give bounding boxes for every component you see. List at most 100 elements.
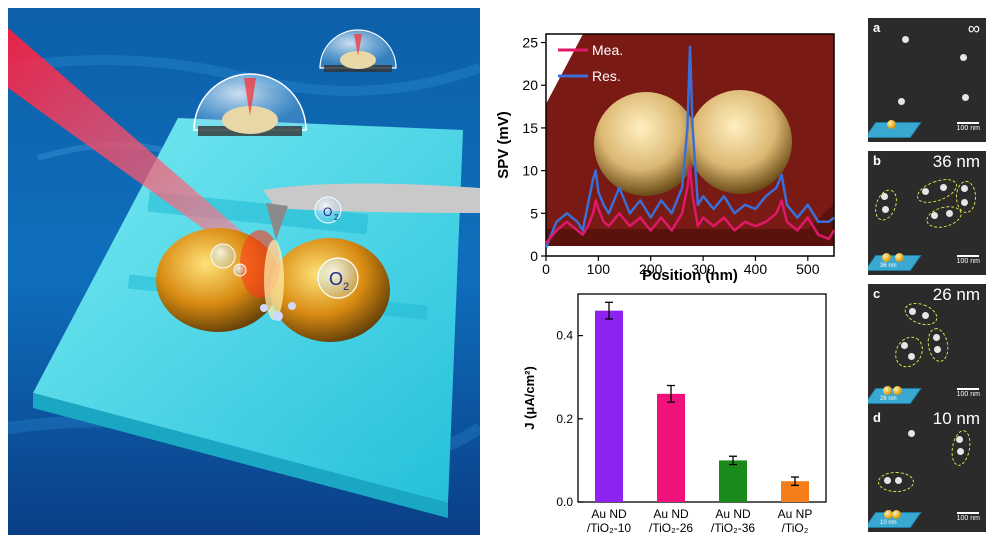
nanoparticle: [922, 188, 929, 195]
nanoparticle: [956, 436, 963, 443]
sem-panel-c: c 26 nm 100 nm 26 nm: [868, 284, 986, 408]
y-axis-label: SPV (mV): [495, 111, 512, 179]
gap-size-label: 36 nm: [932, 152, 980, 171]
sem-panel-a: a ∞ 100 nm: [868, 18, 986, 142]
y-tick-label: 20: [522, 77, 538, 93]
x-tick-label: 200: [639, 261, 663, 277]
nanoparticle: [902, 36, 909, 43]
scale-bar: 100 nm: [957, 122, 980, 132]
x-tick-label: 400: [744, 261, 768, 277]
x-tick-label: 300: [691, 261, 715, 277]
nanoparticle: [898, 98, 905, 105]
nanoparticle: [882, 206, 889, 213]
scale-bar: 100 nm: [957, 255, 980, 265]
y-axis-label: J (μA/cm²): [522, 366, 537, 430]
laser-beam: [8, 28, 270, 268]
spv-chart-svg: 0 100 200 300 400 500 0 5 10 15 20 25 Mea. Res. Pos…: [495, 33, 836, 284]
x-tick-label: /TiO₂-36: [711, 521, 756, 535]
y-tick-label: 10: [522, 163, 538, 179]
gap-size-label: 10 nm: [932, 409, 980, 428]
afm-cantilever: [263, 183, 480, 213]
nanoparticle: [908, 353, 915, 360]
y-tick-label: 15: [522, 120, 538, 136]
dimer-inset: 26 nm: [868, 384, 922, 406]
dimer-inset: 10 nm: [868, 508, 922, 530]
o2-bubble-small: [314, 196, 342, 224]
x-tick-label: 500: [796, 261, 820, 277]
x-axis-label: Position (nm): [642, 267, 738, 284]
x-tick-label: Au ND: [653, 507, 689, 521]
x-tick-label: 100: [587, 261, 611, 277]
gap-size-label: 26 nm: [932, 285, 980, 304]
hotspot-glow: [264, 240, 284, 320]
scale-bar: 100 nm: [957, 512, 980, 522]
legend-label-mea: Mea.: [592, 42, 623, 58]
x-tick-label: Au ND: [591, 507, 627, 521]
schematic-illustration: O 2 O 2: [8, 8, 480, 535]
gap-size-label: ∞: [967, 19, 980, 38]
panel-label: c: [873, 286, 881, 301]
sem-panel-d: d 10 nm 100 nm 10 nm: [868, 408, 986, 532]
dimer-inset: 36 nm: [868, 251, 922, 273]
series-line-res: [544, 45, 835, 248]
nanoparticle: [933, 334, 940, 341]
x-tick-label: /TiO₂: [782, 521, 809, 535]
sem-panel-b: b 36 nm 100 nm 36 nm: [868, 151, 986, 275]
plot-frame: [545, 33, 835, 257]
afm-tip: [266, 203, 288, 240]
svg-text:2: 2: [334, 213, 339, 222]
nanoparticle: [961, 199, 968, 206]
panel-label: b: [873, 153, 881, 168]
x-tick-label: Au NP: [778, 507, 813, 521]
x-tick-label: 0: [542, 261, 550, 277]
inset-bubble-small: [319, 29, 397, 72]
nanoparticle: [957, 448, 964, 455]
bar: [595, 310, 623, 502]
nanoparticle: [946, 210, 953, 217]
scale-bar: 100 nm: [957, 388, 980, 398]
nanoparticle: [931, 212, 938, 219]
nanoparticle: [962, 94, 969, 101]
x-tick-label: /TiO₂-26: [649, 521, 694, 535]
panel-label: a: [873, 20, 881, 35]
spv-line-chart: 0 100 200 300 400 500 0 5 10 15 20 25 Mea. Res. Pos…: [488, 14, 838, 289]
nanoparticle: [960, 54, 967, 61]
illustration-art: O 2 O 2: [8, 8, 480, 535]
nanoparticle: [961, 185, 968, 192]
x-tick-label: Au ND: [715, 507, 751, 521]
nanoparticle: [884, 477, 891, 484]
series-line-mea: [545, 165, 836, 244]
current-density-bar-chart: 0.0 0.2 0.4 Au ND/TiO₂-10 Au ND/TiO₂-26 Au ND…: [508, 288, 838, 553]
nanoparticle: [901, 342, 908, 349]
nanoparticle: [881, 193, 888, 200]
y-tick-label: 5: [530, 205, 538, 221]
o2-label-large: O: [329, 269, 343, 289]
nanoparticle: [909, 308, 916, 315]
gold-dome-left: [594, 92, 698, 196]
bar: [657, 393, 685, 502]
y-tick-label: 0.0: [556, 495, 573, 509]
nanoparticle: [895, 477, 902, 484]
nanoparticle: [940, 184, 947, 191]
legend-label-res: Res.: [592, 68, 621, 84]
x-tick-label: /TiO₂-10: [587, 521, 632, 535]
plot-frame: [577, 293, 827, 503]
nanoparticle: [934, 346, 941, 353]
y-tick-label: 0.4: [556, 329, 573, 343]
bar: [719, 460, 747, 502]
y-tick-label: 0.2: [556, 412, 573, 426]
svg-text:2: 2: [343, 281, 349, 293]
nanoparticle: [908, 430, 915, 437]
inset-bubble-large: [193, 73, 307, 136]
panel-label: d: [873, 410, 881, 425]
legend: Mea. Res.: [558, 42, 623, 84]
y-tick-label: 0: [530, 248, 538, 264]
o2-bubble-large: [317, 257, 359, 299]
dimer-inset: [868, 118, 922, 140]
gold-dome-right: [688, 90, 792, 194]
y-tick-label: 25: [522, 35, 538, 51]
nanoparticle: [922, 312, 929, 319]
o2-label-small: O: [323, 205, 332, 219]
bar: [781, 481, 809, 502]
